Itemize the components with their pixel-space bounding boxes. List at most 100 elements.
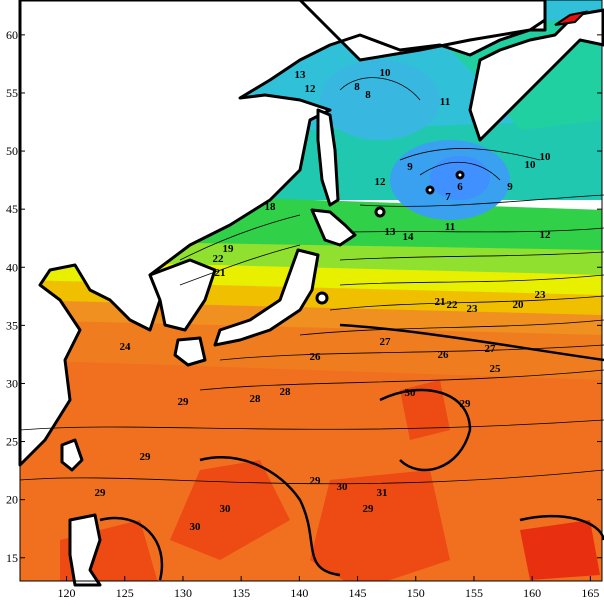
contour-line bbox=[219, 344, 604, 361]
orange-band-2 bbox=[20, 320, 602, 380]
kyushu bbox=[173, 336, 207, 367]
y-tick-label: 60 bbox=[6, 28, 18, 42]
contour-value-label: 30 bbox=[405, 387, 417, 399]
contour-value-label: 29 bbox=[178, 396, 190, 408]
y-tick-label: 50 bbox=[6, 144, 18, 158]
hokkaido bbox=[310, 208, 357, 247]
contour-value-label: 22 bbox=[213, 253, 225, 265]
kamchatka-hot-coast bbox=[554, 10, 589, 26]
x-tick-label: 150 bbox=[407, 586, 425, 600]
hot-patch-2 bbox=[310, 470, 450, 581]
contour-line bbox=[339, 251, 604, 261]
contour-value-label: 28 bbox=[280, 386, 292, 398]
contour-value-label: 6 bbox=[457, 181, 463, 193]
contour-line bbox=[349, 227, 604, 233]
contour-line bbox=[19, 469, 604, 485]
contour-value-label: 21 bbox=[435, 296, 446, 308]
x-tick-label: 145 bbox=[349, 586, 367, 600]
bold-contour bbox=[339, 323, 604, 362]
contour-value-label: 19 bbox=[223, 243, 235, 255]
contour-value-label: 12 bbox=[375, 176, 387, 188]
hot-patch-1 bbox=[170, 460, 290, 560]
contour-value-label: 29 bbox=[140, 451, 152, 463]
contour-value-label: 29 bbox=[310, 475, 322, 487]
contour-value-label: 8 bbox=[365, 89, 371, 101]
contour-value-label: 10 bbox=[380, 67, 392, 79]
contour-lines bbox=[19, 77, 604, 485]
kuril-island-2 bbox=[425, 185, 435, 195]
y-tick-label: 55 bbox=[6, 86, 18, 100]
kuril-island-3 bbox=[455, 170, 465, 180]
y-tick-label: 45 bbox=[6, 202, 18, 216]
sakhalin bbox=[316, 108, 340, 207]
contour-value-label: 12 bbox=[540, 229, 552, 241]
contour-line bbox=[329, 295, 604, 311]
philippines bbox=[68, 513, 102, 587]
contour-value-label: 11 bbox=[440, 96, 450, 108]
contour-value-label: 11 bbox=[445, 221, 455, 233]
landmasses bbox=[18, 0, 604, 587]
contour-value-label: 26 bbox=[438, 349, 450, 361]
y-axis: 15 20 25 30 35 40 45 50 55 60 bbox=[6, 28, 602, 565]
x-tick-label: 160 bbox=[523, 586, 541, 600]
y-tick-label: 15 bbox=[6, 551, 18, 565]
x-tick-label: 130 bbox=[174, 586, 192, 600]
taiwan bbox=[60, 438, 84, 472]
contour-line bbox=[179, 244, 301, 286]
contour-value-label: 25 bbox=[490, 363, 502, 375]
contour-value-label: 28 bbox=[250, 393, 262, 405]
x-tick-label: 120 bbox=[58, 586, 76, 600]
bold-contours bbox=[99, 323, 604, 581]
honshu bbox=[213, 248, 320, 347]
kuril-island-1 bbox=[374, 206, 386, 218]
contour-value-label: 30 bbox=[190, 521, 202, 533]
bold-contour bbox=[199, 456, 341, 577]
y-tick-label: 35 bbox=[6, 318, 18, 332]
contour-line bbox=[399, 148, 541, 161]
contour-value-label: 20 bbox=[513, 299, 525, 311]
y-tick-label: 25 bbox=[6, 435, 18, 449]
contour-line bbox=[179, 214, 301, 261]
contour-line bbox=[199, 369, 604, 391]
contour-value-label: 10 bbox=[540, 151, 552, 163]
contour-value-label: 26 bbox=[310, 351, 322, 363]
contour-value-label: 29 bbox=[95, 487, 107, 499]
hot-patch-3 bbox=[400, 380, 450, 440]
x-axis: 120 125 130 135 140 145 150 155 160 165 bbox=[58, 576, 599, 600]
izu-island bbox=[315, 291, 329, 305]
contour-value-label: 27 bbox=[485, 343, 497, 355]
asian-mainland bbox=[18, 0, 547, 467]
contour-value-label: 21 bbox=[215, 267, 226, 279]
bold-contour bbox=[379, 388, 472, 472]
contour-value-label: 29 bbox=[460, 398, 472, 410]
contour-value-label: 31 bbox=[377, 487, 388, 499]
contour-value-label: 14 bbox=[403, 231, 415, 243]
y-tick-label: 20 bbox=[6, 493, 18, 507]
contour-value-label: 24 bbox=[120, 341, 132, 353]
x-tick-label: 155 bbox=[465, 586, 483, 600]
contour-value-label: 7 bbox=[445, 191, 451, 203]
x-tick-label: 135 bbox=[232, 586, 250, 600]
contour-line bbox=[359, 194, 604, 207]
contour-line bbox=[339, 274, 604, 286]
contour-value-label: 13 bbox=[295, 69, 307, 81]
kamchatka bbox=[468, 8, 604, 142]
contour-line bbox=[339, 77, 421, 101]
x-tick-label: 140 bbox=[290, 586, 308, 600]
contour-value-label: 30 bbox=[337, 481, 349, 493]
contour-value-label: 9 bbox=[507, 181, 513, 193]
contour-value-label: 23 bbox=[535, 289, 547, 301]
contour-value-label: 8 bbox=[354, 81, 360, 93]
contour-value-label: 27 bbox=[380, 336, 392, 348]
x-tick-label: 125 bbox=[116, 586, 134, 600]
contour-value-label: 13 bbox=[385, 226, 397, 238]
contour-line bbox=[19, 419, 604, 431]
contour-value-label: 29 bbox=[363, 503, 375, 515]
contour-value-label: 23 bbox=[467, 303, 479, 315]
contour-value-label: 12 bbox=[305, 83, 317, 95]
contour-value-label: 30 bbox=[220, 503, 232, 515]
contour-line bbox=[299, 319, 604, 336]
plot-frame bbox=[19, 0, 603, 582]
